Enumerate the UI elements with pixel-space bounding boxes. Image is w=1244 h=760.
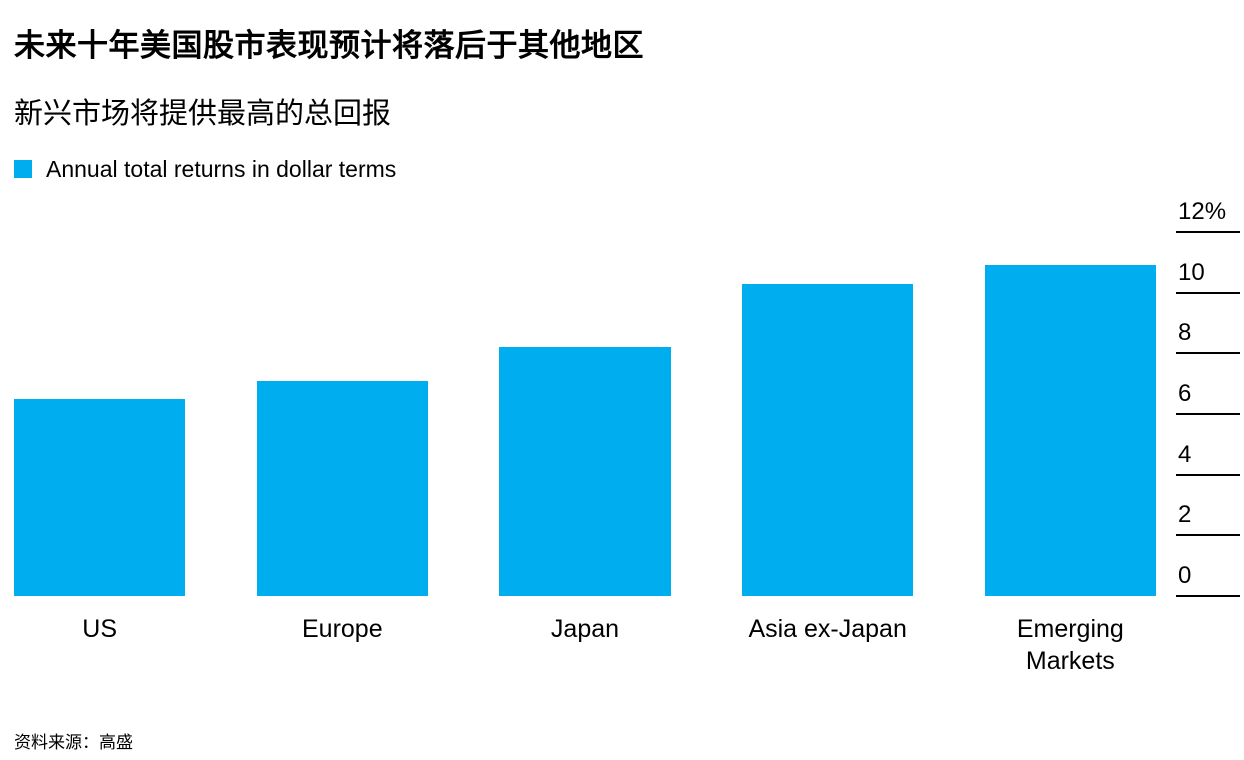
y-axis-tick: 6: [1176, 380, 1240, 415]
x-axis-label-europe: Europe: [302, 614, 383, 643]
x-axis-label-asia-ex-japan: Asia ex-Japan: [748, 614, 907, 643]
source-note: 资料来源：高盛: [14, 732, 133, 752]
bar-japan: [499, 347, 671, 596]
plot-area: [14, 232, 1156, 596]
bar-chart: 12% 10 8 6 4 2 0 US Europe Japan Asia ex-Japan Eme…: [14, 198, 1240, 678]
y-axis-tick-label: 0: [1178, 561, 1192, 589]
x-axis-label-japan: Japan: [550, 614, 620, 643]
y-axis-tick: 2: [1176, 501, 1240, 537]
y-axis-tick-label: 12%: [1178, 197, 1227, 225]
chart-title: 未来十年美国股市表现预计将落后于其他地区: [14, 28, 644, 63]
y-axis-tick: 10: [1176, 259, 1240, 294]
y-axis-tick: 8: [1176, 319, 1240, 355]
y-axis-tick-label: 2: [1178, 501, 1192, 529]
x-axis-label-us: US: [82, 614, 118, 643]
y-axis-tick-label: 10: [1178, 258, 1205, 286]
y-axis-tick: 12%: [1176, 198, 1240, 233]
bar-emerging-markets: [984, 265, 1156, 596]
bar-europe: [256, 380, 428, 596]
y-axis-tick-label: 6: [1178, 379, 1192, 407]
axis-spacer: [1156, 596, 1240, 678]
y-axis-tick: 0: [1176, 562, 1240, 597]
legend-swatch-icon: [14, 160, 32, 179]
y-axis-tick-label: 8: [1178, 319, 1192, 347]
x-axis-label-emerging-markets: Emerging Markets: [1016, 614, 1124, 676]
y-axis-tick-label: 4: [1178, 440, 1192, 468]
y-axis-tick: 4: [1176, 441, 1240, 476]
legend: Annual total returns in dollar terms: [14, 156, 1240, 183]
legend-label: Annual total returns in dollar terms: [46, 155, 397, 182]
bar-asia-ex-japan: [742, 283, 914, 596]
bar-us: [14, 398, 186, 596]
y-axis: 12% 10 8 6 4 2 0: [1156, 198, 1240, 597]
x-axis-labels: US Europe Japan Asia ex-Japan Emerging Marke…: [14, 613, 1156, 678]
chart-subtitle: 新兴市场将提供最高的总回报: [14, 97, 392, 130]
